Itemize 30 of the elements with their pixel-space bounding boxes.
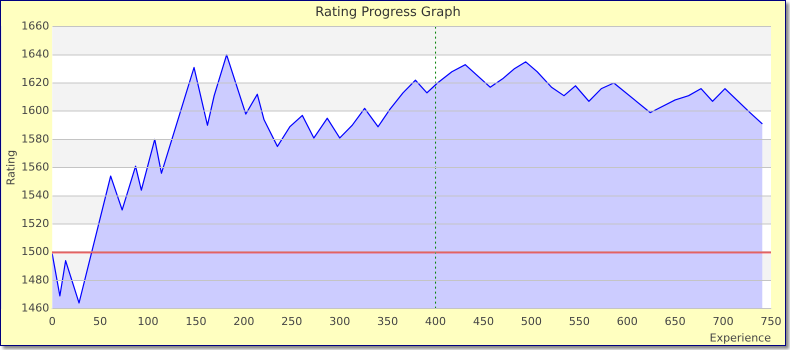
y-tick-label: 1600 [21,104,50,118]
y-tick-label: 1640 [21,48,50,61]
x-axis-title: Experience [710,331,772,344]
y-tick-label: 1480 [21,273,50,286]
y-tick-label: 1460 [21,301,50,314]
chart-title: Rating Progress Graph [315,5,461,20]
x-tick-label: 350 [377,315,398,328]
y-tick-label: 1560 [21,160,50,174]
x-tick-label: 750 [760,315,782,328]
x-tick-label: 150 [185,315,206,328]
y-tick-label: 1660 [21,19,50,32]
y-axis-title: Rating [4,150,18,186]
x-tick-label: 650 [664,315,686,328]
x-tick-label: 550 [568,315,590,328]
y-tick-label: 1580 [21,132,50,146]
y-tick-label: 1500 [21,245,50,258]
x-tick-label: 200 [233,315,254,328]
x-tick-label: 250 [281,315,302,328]
x-tick-label: 450 [472,315,494,328]
y-tick-label: 1540 [21,188,50,202]
x-tick-label: 500 [520,315,542,328]
x-tick-label: 50 [93,315,108,328]
x-tick-label: 700 [712,315,734,328]
x-tick-label: 100 [138,315,159,328]
y-tick-label: 1520 [21,216,50,230]
x-tick-label: 600 [616,315,638,328]
y-tick-label: 1620 [21,76,50,89]
x-tick-label: 300 [329,315,350,328]
x-tick-label: 0 [48,315,56,328]
x-tick-label: 400 [425,315,446,328]
